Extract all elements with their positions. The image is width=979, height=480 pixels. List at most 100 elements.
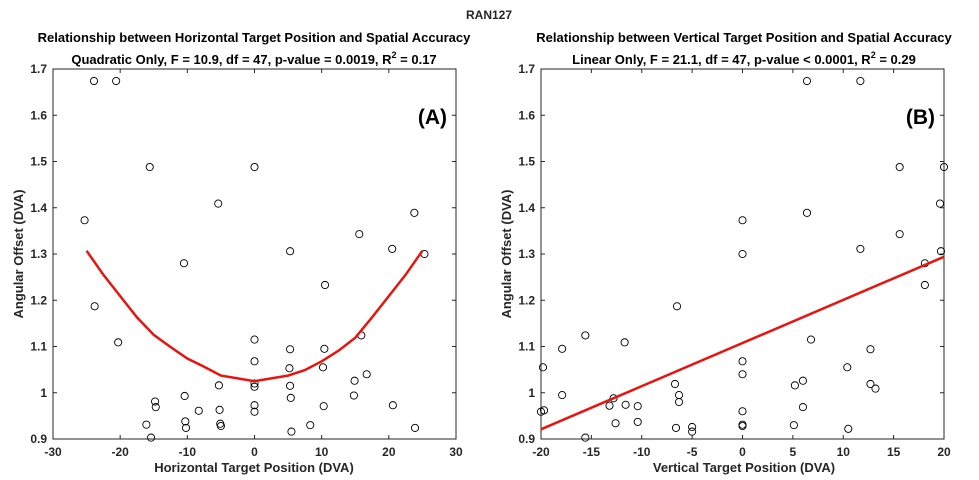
data-point <box>388 244 397 253</box>
chart-b-panel-label: (B) <box>906 106 935 129</box>
x-tick-label: -30 <box>44 445 62 459</box>
data-point <box>142 420 151 429</box>
data-point <box>806 335 816 344</box>
figure-title: RAN127 <box>466 8 512 22</box>
data-point <box>320 344 329 353</box>
x-tick-label: 10 <box>315 445 329 459</box>
data-point <box>738 357 747 366</box>
data-point <box>250 382 259 391</box>
chart-a-x-label: Horizontal Target Position (DVA) <box>154 460 354 475</box>
x-tick-label: 15 <box>887 445 901 459</box>
y-tick-label: 1 <box>40 386 47 400</box>
y-tick-label: 1.5 <box>518 155 535 169</box>
data-point <box>738 216 747 225</box>
y-tick-label: 1.4 <box>30 201 47 215</box>
y-tick-label: 1.6 <box>30 108 47 122</box>
data-point <box>147 433 156 442</box>
chart-b-title: Relationship between Vertical Target Pos… <box>536 30 952 45</box>
data-point <box>789 421 798 430</box>
chart-a-fit-curve <box>85 250 424 383</box>
data-point <box>250 357 259 366</box>
data-point <box>286 381 295 390</box>
chart-b-x-label: Vertical Target Position (DVA) <box>653 460 835 475</box>
data-point <box>286 393 295 402</box>
x-tick-label: -20 <box>532 445 550 459</box>
data-point <box>798 403 808 412</box>
data-point <box>672 302 682 311</box>
y-tick-label: 1.6 <box>518 108 535 122</box>
y-tick-label: 1.4 <box>518 201 535 215</box>
chart-a-title: Relationship between Horizontal Target P… <box>38 30 471 45</box>
data-point <box>671 423 681 432</box>
data-point <box>611 419 620 428</box>
data-point <box>180 391 189 401</box>
data-point <box>250 335 259 344</box>
data-point <box>194 406 203 415</box>
data-point <box>90 302 99 311</box>
chart-panel-b: Relationship between Vertical Target Pos… <box>499 30 952 475</box>
data-point <box>738 421 747 431</box>
data-point <box>895 230 904 239</box>
data-point <box>895 162 904 172</box>
x-tick-label: -20 <box>111 445 129 459</box>
data-point <box>355 230 364 239</box>
data-point <box>866 345 875 354</box>
x-tick-label: -5 <box>687 445 698 459</box>
data-point <box>620 338 629 347</box>
data-point <box>802 208 812 217</box>
data-point <box>287 427 296 436</box>
y-tick-label: 1.7 <box>30 62 47 76</box>
data-point <box>214 381 223 390</box>
data-point <box>80 216 89 225</box>
data-point <box>843 363 852 372</box>
data-point <box>181 417 190 426</box>
chart-a-panel-label: (A) <box>418 106 447 129</box>
data-point <box>145 162 154 172</box>
data-point <box>538 363 548 372</box>
data-point <box>112 76 121 86</box>
data-point <box>319 402 328 411</box>
data-point <box>920 280 929 290</box>
data-point <box>798 376 808 385</box>
data-point <box>558 344 567 353</box>
chart-a-x-axis: -30 -20 -10 0 10 20 30 <box>44 69 463 459</box>
x-tick-label: 5 <box>790 445 797 459</box>
data-point <box>89 76 99 86</box>
data-point <box>674 397 684 407</box>
data-point <box>936 247 946 256</box>
data-point <box>350 376 359 385</box>
x-tick-label: -10 <box>633 445 651 459</box>
x-tick-label: 20 <box>937 445 951 459</box>
chart-a-subtitle: Quadratic Only, F = 10.9, df = 47, p-val… <box>71 50 436 67</box>
data-point <box>738 407 747 416</box>
data-point <box>410 423 420 432</box>
data-point <box>114 338 123 347</box>
y-tick-label: 0.9 <box>30 432 47 446</box>
data-point <box>318 363 328 372</box>
data-point <box>216 421 225 431</box>
x-tick-label: 0 <box>251 445 258 459</box>
data-point <box>688 422 697 432</box>
data-point <box>581 433 590 442</box>
y-tick-label: 1.3 <box>30 247 47 261</box>
data-point <box>215 405 224 414</box>
data-point <box>688 427 697 436</box>
chart-a-subtitle-sup: 2 <box>392 50 397 60</box>
chart-b-fit-line <box>540 255 945 431</box>
data-point <box>250 407 259 416</box>
chart-b-subtitle: Linear Only, F = 21.1, df = 47, p-value … <box>572 50 916 67</box>
data-point <box>539 406 549 415</box>
y-tick-label: 1.5 <box>30 155 47 169</box>
chart-a-y-axis: 0.9 1 1.1 1.2 1.3 1.4 1.5 1.6 1.7 <box>30 62 456 446</box>
data-point <box>844 424 853 433</box>
y-tick-label: 1.1 <box>518 340 535 354</box>
y-tick-label: 1.3 <box>518 247 535 261</box>
data-point <box>250 162 259 172</box>
data-point <box>581 331 590 340</box>
data-point <box>410 208 419 217</box>
y-tick-label: 0.9 <box>518 432 535 446</box>
chart-b-subtitle-sup: 2 <box>871 50 876 60</box>
chart-a-y-label: Angular Offset (DVA) <box>11 189 26 318</box>
data-point <box>633 417 642 426</box>
data-point <box>856 76 865 86</box>
